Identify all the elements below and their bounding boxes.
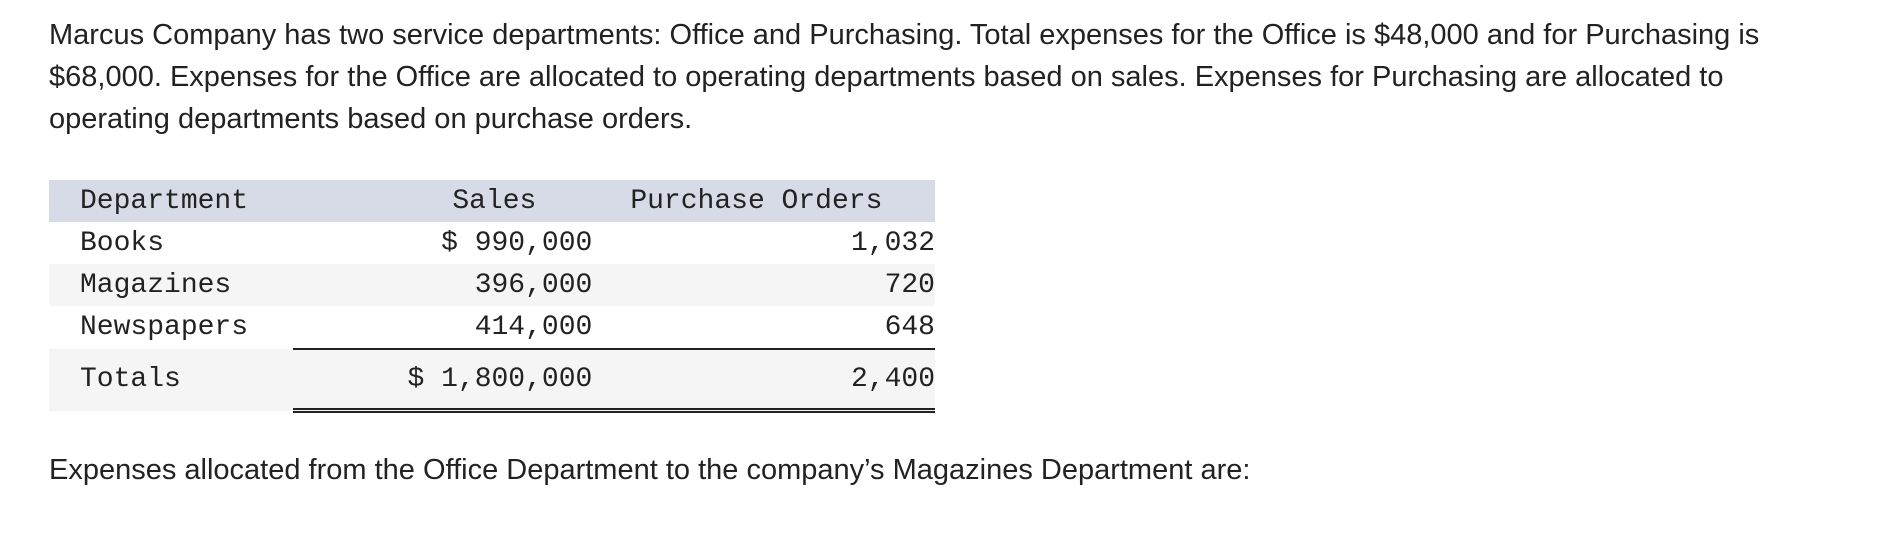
problem-content: Marcus Company has two service departmen… — [49, 14, 1869, 491]
problem-intro: Marcus Company has two service departmen… — [49, 19, 1760, 135]
department-table-wrapper: Department Sales Purchase Orders Books $… — [49, 180, 935, 413]
totals-sales: $ 1,800,000 — [292, 348, 593, 413]
question-text: Expenses allocated from the Office Depar… — [49, 454, 1251, 486]
row-books-department: Books — [80, 227, 165, 259]
table-row: Magazines 396,000 720 — [49, 264, 935, 306]
table-row: Newspapers 414,000 648 — [49, 306, 935, 349]
row-newspapers-purchase-orders: 648 — [884, 311, 935, 343]
row-magazines-sales: 396,000 — [474, 269, 593, 301]
table-header-row: Department Sales Purchase Orders — [49, 180, 935, 222]
table-row: Books $ 990,000 1,032 — [49, 222, 935, 264]
totals-purchase-orders: 2,400 — [592, 348, 935, 413]
totals-row: Totals $ 1,800,000 2,400 — [49, 348, 935, 413]
totals-label: Totals — [80, 364, 181, 396]
row-magazines-department: Magazines — [80, 269, 232, 301]
row-newspapers-department: Newspapers — [80, 312, 249, 343]
header-department: Department — [80, 185, 249, 217]
header-purchase-orders: Purchase Orders — [630, 185, 883, 217]
row-magazines-purchase-orders: 720 — [884, 269, 935, 301]
row-newspapers-sales: 414,000 — [474, 311, 593, 343]
row-books-purchase-orders: 1,032 — [850, 227, 935, 259]
header-sales: Sales — [452, 185, 537, 217]
department-table: Department Sales Purchase Orders Books $… — [49, 180, 935, 413]
row-books-sales: $ 990,000 — [441, 227, 593, 259]
